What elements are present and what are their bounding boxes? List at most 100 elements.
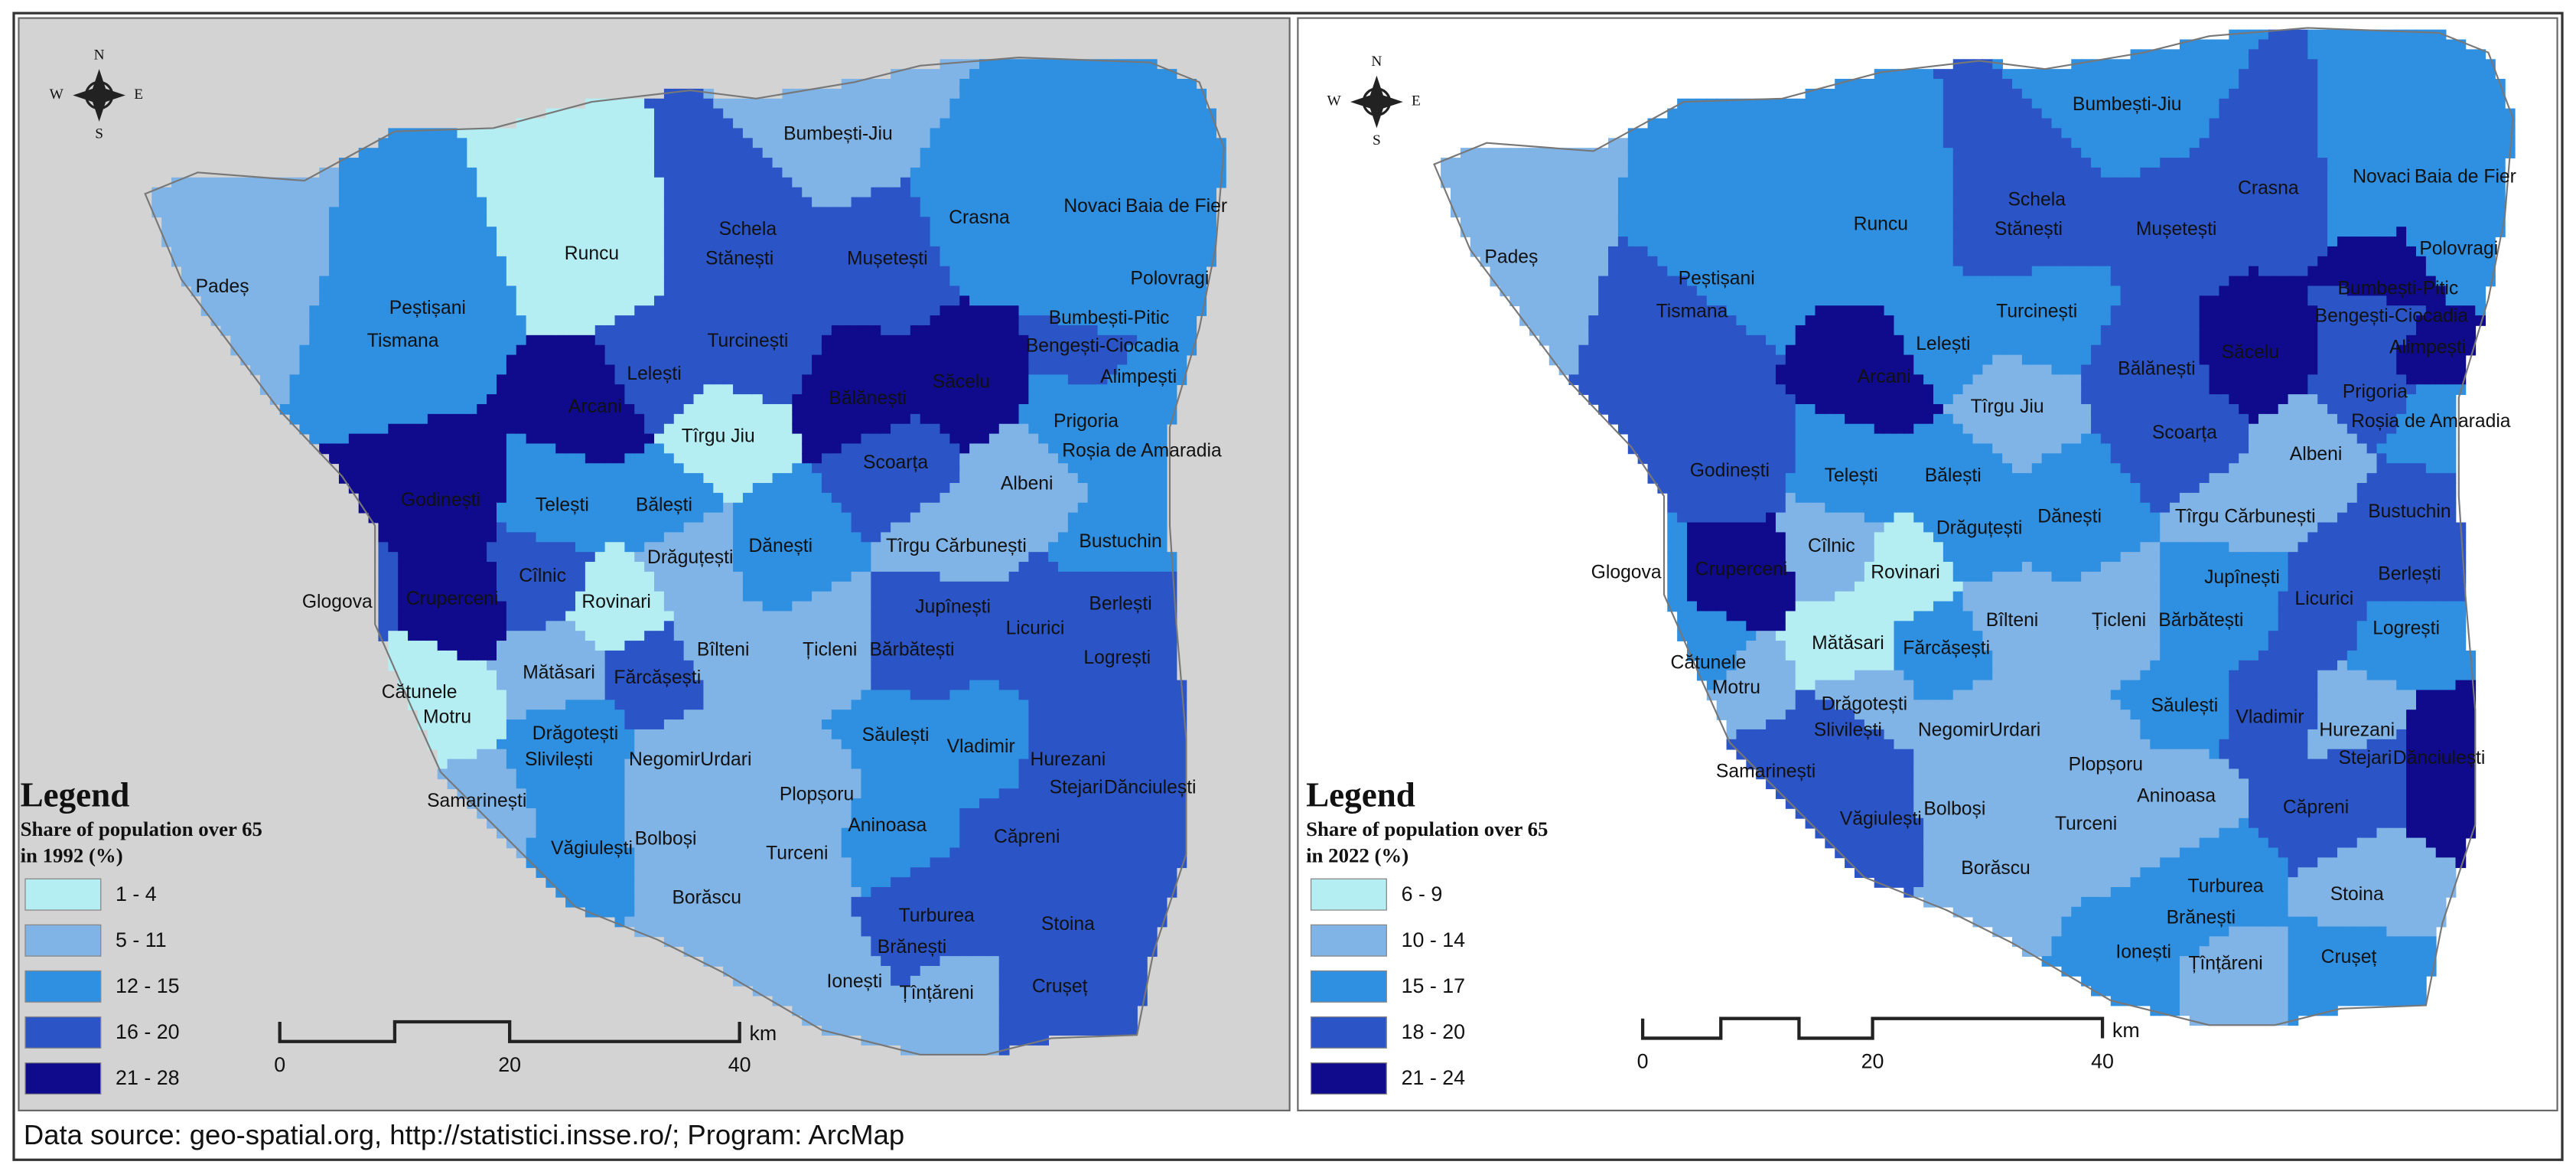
- region-cell: [378, 354, 389, 366]
- region-cell: [792, 354, 803, 366]
- region-cell: [200, 295, 212, 307]
- region-cell: [240, 197, 251, 208]
- region-cell: [821, 207, 832, 218]
- region-cell: [733, 364, 744, 376]
- region-cell: [487, 295, 497, 307]
- region-cell: [792, 197, 803, 208]
- region-cell: [398, 138, 409, 149]
- region-cell: [408, 641, 418, 651]
- region-cell: [891, 680, 901, 691]
- region-cell: [319, 285, 330, 297]
- region-cell: [594, 827, 606, 839]
- region-cell: [348, 207, 360, 218]
- region-cell: [526, 729, 537, 740]
- region-cell: [762, 906, 773, 918]
- region-cell: [398, 571, 409, 582]
- region-cell: [752, 837, 764, 849]
- region-cell: [742, 966, 754, 977]
- region-cell: [437, 413, 448, 425]
- region-cell: [516, 217, 527, 228]
- region-cell: [594, 118, 606, 129]
- region-cell: [624, 256, 636, 267]
- region-cell: [368, 256, 379, 267]
- region-cell: [594, 670, 606, 681]
- region-cell: [861, 187, 872, 198]
- region-cell: [841, 700, 852, 711]
- region-cell: [762, 562, 773, 573]
- region-cell: [802, 680, 813, 691]
- region-cell: [427, 197, 438, 208]
- region-cell: [624, 394, 636, 405]
- region-cell: [516, 285, 527, 297]
- region-cell: [329, 256, 340, 267]
- region-cell: [831, 483, 842, 494]
- region-cell: [467, 177, 478, 188]
- region-cell: [772, 443, 783, 455]
- region-cell: [585, 423, 596, 435]
- region-cell: [871, 315, 882, 326]
- region-cell: [812, 256, 822, 267]
- region-cell: [338, 197, 350, 208]
- region-cell: [742, 305, 754, 316]
- region-cell: [762, 896, 773, 908]
- region-cell: [447, 384, 458, 395]
- region-cell: [733, 483, 744, 494]
- region-cell: [487, 443, 497, 455]
- region-cell: [782, 601, 793, 612]
- region-cell: [900, 158, 911, 168]
- region-cell: [762, 641, 773, 651]
- region-cell: [861, 956, 872, 967]
- region-cell: [181, 207, 192, 218]
- region-cell: [634, 266, 646, 277]
- region-cell: [545, 798, 557, 809]
- region-cell: [388, 621, 399, 632]
- region-cell: [378, 315, 389, 326]
- region-cell: [762, 108, 773, 119]
- region-cell: [752, 886, 764, 898]
- region-cell: [900, 502, 911, 514]
- region-cell: [891, 423, 901, 435]
- region-cell: [802, 768, 813, 780]
- region-cell: [526, 217, 537, 228]
- region-cell: [812, 906, 822, 918]
- region-cell: [545, 621, 557, 632]
- region-cell: [200, 217, 212, 228]
- region-cell: [585, 650, 596, 661]
- region-cell: [417, 433, 428, 445]
- region-cell: [358, 285, 370, 297]
- region-cell: [467, 433, 478, 445]
- region-cell: [634, 473, 646, 484]
- region-cell: [555, 315, 566, 326]
- region-cell: [693, 601, 705, 612]
- region-cell: [309, 354, 321, 366]
- region-cell: [723, 502, 734, 514]
- region-cell: [191, 197, 202, 208]
- region-cell: [565, 650, 576, 661]
- region-cell: [812, 690, 822, 701]
- region-cell: [604, 453, 616, 465]
- region-cell: [812, 581, 822, 592]
- region-cell: [555, 443, 566, 455]
- region-cell: [812, 926, 822, 938]
- region-cell: [604, 798, 616, 809]
- region-cell: [477, 641, 487, 651]
- region-cell: [881, 433, 891, 445]
- region-cell: [279, 237, 291, 247]
- region-cell: [487, 246, 497, 257]
- region-cell: [900, 591, 911, 602]
- region-cell: [900, 98, 911, 109]
- region-cell: [477, 778, 487, 790]
- region-cell: [487, 374, 497, 386]
- region-cell: [319, 246, 330, 257]
- region-cell: [891, 79, 901, 90]
- region-cell: [279, 256, 291, 267]
- region-cell: [487, 276, 497, 287]
- region-cell: [742, 374, 754, 386]
- region-cell: [477, 246, 487, 257]
- region-cell: [802, 187, 813, 198]
- region-cell: [663, 285, 675, 297]
- region-cell: [368, 315, 379, 326]
- region-cell: [378, 463, 389, 474]
- region-cell: [181, 187, 192, 198]
- region-cell: [555, 158, 566, 168]
